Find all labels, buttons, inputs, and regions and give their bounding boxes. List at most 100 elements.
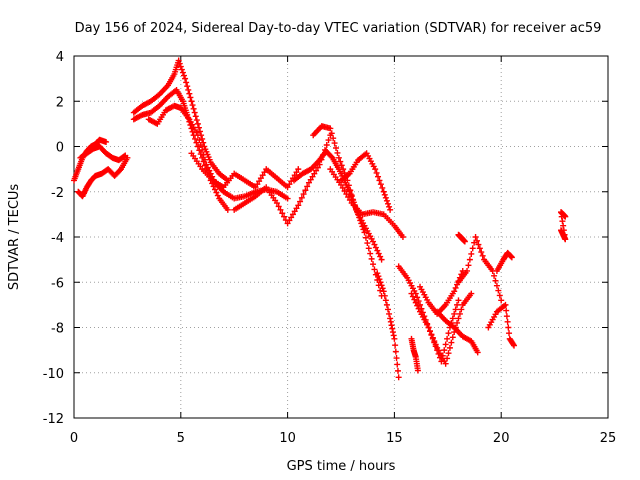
data-point [415, 305, 422, 312]
data-point [189, 102, 196, 109]
series-sat-g [188, 150, 302, 191]
data-point [345, 182, 352, 189]
data-point [392, 348, 399, 355]
data-point [367, 250, 374, 257]
data-point [214, 192, 221, 199]
data-point [307, 176, 314, 183]
data-point [213, 189, 220, 196]
y-tick-label: 0 [56, 141, 64, 156]
data-point [476, 245, 483, 252]
data-point [445, 330, 452, 337]
x-tick-label: 25 [600, 431, 617, 446]
data-point [429, 334, 436, 341]
data-point [562, 236, 569, 243]
data-point [431, 338, 438, 345]
data-point [414, 302, 421, 309]
data-point [281, 213, 288, 220]
data-point [444, 335, 451, 342]
data-point [465, 262, 472, 269]
series-sat-v [408, 335, 421, 374]
data-point [178, 66, 185, 73]
data-point [375, 250, 382, 257]
data-point [372, 166, 379, 173]
data-point [368, 255, 375, 262]
data-point [387, 206, 394, 213]
data-point [194, 132, 201, 139]
data-point [562, 213, 569, 220]
data-point [257, 175, 264, 182]
series-sat-p [417, 267, 466, 317]
grid [74, 56, 608, 418]
data-point [466, 256, 473, 263]
data-point [339, 184, 346, 191]
data-point [386, 203, 393, 210]
data-points [71, 57, 569, 381]
data-point [468, 250, 475, 257]
data-point [387, 318, 394, 325]
data-point [331, 140, 338, 147]
data-point [473, 237, 480, 244]
data-point [384, 200, 391, 207]
series-sat-m [374, 270, 402, 381]
data-point [181, 72, 188, 79]
data-point [284, 195, 291, 202]
data-point [391, 335, 398, 342]
series-sat-k [327, 166, 406, 240]
data-point [414, 367, 421, 374]
data-point [335, 154, 342, 161]
data-point [256, 178, 263, 185]
data-point [496, 292, 503, 299]
data-point [384, 306, 391, 313]
data-point [432, 341, 439, 348]
data-point [389, 329, 396, 336]
data-point [103, 138, 110, 145]
x-tick-label: 20 [493, 431, 510, 446]
data-point [455, 297, 462, 304]
data-point [475, 241, 482, 248]
data-point [491, 272, 498, 279]
data-point [380, 288, 387, 295]
data-point [325, 137, 332, 144]
data-point [314, 164, 321, 171]
data-point [560, 222, 567, 229]
data-point [341, 169, 348, 176]
data-point [442, 341, 449, 348]
data-point [300, 191, 307, 198]
data-point [394, 361, 401, 368]
data-point [505, 324, 512, 331]
data-point [374, 247, 381, 254]
data-point [289, 211, 296, 218]
data-point [185, 86, 192, 93]
data-point [445, 350, 452, 357]
data-point [197, 141, 204, 148]
data-point [291, 208, 298, 215]
data-point [380, 188, 387, 195]
data-point [383, 197, 390, 204]
x-tick-label: 5 [177, 431, 185, 446]
data-point [291, 172, 298, 179]
data-point [411, 296, 418, 303]
data-point [458, 306, 465, 313]
data-point [177, 63, 184, 70]
data-point [328, 130, 335, 137]
data-point [182, 75, 189, 82]
data-point [338, 162, 345, 169]
data-point [452, 306, 459, 313]
data-point [188, 98, 195, 105]
data-point [179, 69, 186, 76]
data-point [389, 325, 396, 332]
data-point [479, 252, 486, 259]
data-point [313, 167, 320, 174]
data-point [392, 342, 399, 349]
data-point [273, 200, 280, 207]
data-point [464, 267, 471, 274]
series-sat-b [75, 154, 131, 200]
data-point [386, 310, 393, 317]
data-point [372, 244, 379, 251]
data-point [511, 342, 518, 349]
series-sat-j [310, 123, 385, 263]
data-point [382, 194, 389, 201]
data-point [344, 177, 351, 184]
series-sat-s [485, 301, 518, 349]
